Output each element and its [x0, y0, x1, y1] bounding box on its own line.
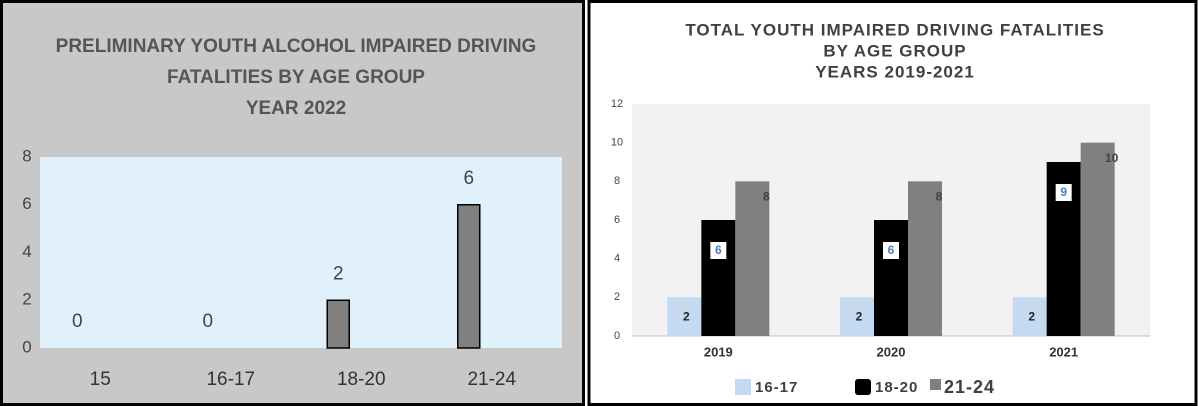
y-tick-label: 2: [614, 291, 620, 303]
data-label: 6: [715, 243, 722, 257]
y-tick-label: 0: [22, 337, 31, 356]
data-label: 9: [1060, 185, 1067, 199]
bar: [1080, 142, 1115, 336]
legend-label: 16-17: [755, 379, 798, 396]
y-tick-label: 6: [614, 214, 620, 226]
chart-title: BY AGE GROUP: [823, 41, 966, 60]
data-label: 2: [683, 310, 690, 324]
bar: [874, 220, 908, 336]
legend-swatch: [735, 379, 751, 395]
chart-title: YEAR 2022: [246, 98, 346, 119]
bar: [840, 297, 874, 336]
y-tick-label: 4: [22, 242, 31, 261]
bar: [908, 181, 942, 336]
data-label: 0: [72, 311, 83, 332]
legend-swatch: [855, 379, 871, 395]
data-label: 8: [936, 190, 943, 204]
chart-title: YEARS 2019-2021: [815, 62, 975, 81]
y-tick-label: 6: [22, 194, 31, 213]
bar: [457, 204, 481, 349]
y-tick-label: 2: [22, 290, 31, 309]
x-tick-label: 2021: [1049, 344, 1078, 359]
x-tick-label: 21-24: [467, 369, 516, 390]
data-label-box: [1055, 184, 1072, 201]
data-label: 2: [1028, 310, 1035, 324]
data-label: 6: [888, 243, 895, 257]
bar: [735, 181, 770, 336]
bar: [326, 299, 350, 349]
chart-title: TOTAL YOUTH IMPAIRED DRIVING FATALITIES: [685, 20, 1104, 39]
x-tick-label: 2019: [704, 344, 733, 359]
bar: [1012, 297, 1047, 336]
x-tick-label: 2020: [877, 344, 906, 359]
x-tick-label: 15: [90, 369, 111, 390]
y-tick-label: 8: [22, 146, 31, 165]
data-label-box: [883, 242, 899, 259]
bar: [701, 220, 736, 336]
plot-area: [40, 157, 562, 348]
legend-swatch: [930, 379, 941, 390]
data-label: 6: [463, 168, 474, 189]
x-tick-label: 16-17: [206, 369, 255, 390]
data-label: 2: [856, 310, 863, 324]
data-label: 10: [1105, 151, 1119, 165]
data-label: 0: [202, 311, 213, 332]
x-tick-label: 18-20: [337, 369, 386, 390]
chart-title: FATALITIES BY AGE GROUP: [167, 67, 425, 88]
data-label-box: [710, 242, 727, 259]
data-label: 2: [333, 263, 344, 284]
y-tick-label: 4: [614, 253, 620, 265]
legend-label: 18-20: [875, 379, 918, 396]
y-tick-label: 12: [611, 98, 623, 110]
data-label: 8: [763, 190, 770, 204]
y-tick-label: 10: [611, 137, 623, 149]
bar: [667, 297, 702, 336]
y-tick-label: 8: [614, 175, 620, 187]
y-tick-label: 0: [614, 330, 620, 342]
chart-title: PRELIMINARY YOUTH ALCOHOL IMPAIRED DRIVI…: [56, 36, 537, 57]
legend-label: 21-24: [944, 377, 995, 397]
